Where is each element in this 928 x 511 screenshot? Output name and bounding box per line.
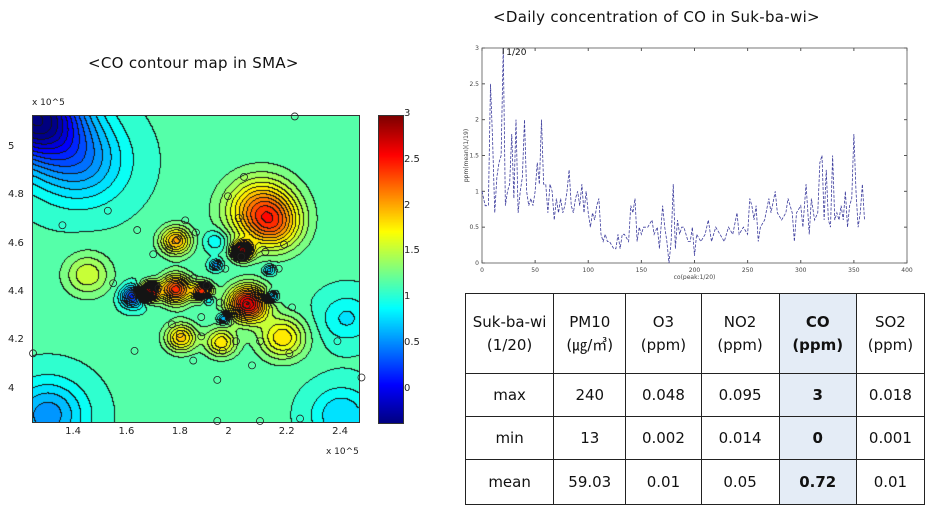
column-header: Suk-ba-wi (1/20) [464, 293, 555, 374]
table-cell: max [464, 373, 555, 417]
x-tick-label: 50 [531, 267, 539, 274]
table-cell: 0.001 [855, 416, 926, 460]
table-cell: 240 [553, 373, 627, 417]
y-tick-label: 0.5 [469, 224, 479, 231]
co-series-line [481, 47, 865, 264]
x-tick-label: 350 [848, 267, 860, 274]
x-tick-label: 0 [480, 267, 484, 274]
x-axis-label: co(peak:1/20) [674, 274, 716, 280]
y-tick-label: 0 [475, 260, 479, 267]
table-cell: 0 [778, 416, 857, 460]
x-tick-label: 2.2 [278, 426, 295, 437]
table-cell: 0.72 [778, 459, 857, 505]
colorbar-tick-label: 2 [404, 199, 411, 211]
table-cell: 0.014 [700, 416, 780, 460]
x-tick-label: 2.4 [332, 426, 349, 437]
line-chart-title: <Daily concentration of CO in Suk-ba-wi> [493, 8, 820, 26]
peak-annotation: 1/20 [506, 48, 526, 58]
daily-co-line-chart: 0 50 100 150 200 250 300 350 400 0 0.5 1 1.5 2 2.5 3 co(… [463, 45, 913, 280]
y-tick-label: 4.4 [8, 285, 24, 297]
colorbar [378, 115, 404, 424]
colorbar-tick-label: 0 [404, 382, 411, 394]
x-multiplier: x 10^5 [326, 447, 359, 457]
co-contour-heatmap [32, 115, 360, 423]
table-cell: 3 [778, 373, 857, 417]
table-cell: min [464, 416, 555, 460]
y-tick-label: 3 [475, 45, 479, 52]
y-tick-label: 2.5 [469, 81, 479, 88]
table-cell: 0.01 [855, 459, 926, 505]
table-cell: 59.03 [553, 459, 627, 505]
x-tick-label: 100 [583, 267, 595, 274]
table-cell: 0.002 [625, 416, 702, 460]
column-header: NO2 (ppm) [700, 293, 780, 374]
x-tick-label: 400 [901, 267, 913, 274]
table-row: max 240 0.048 0.095 3 0.018 [464, 373, 926, 417]
colorbar-tick-label: 0.5 [404, 337, 420, 349]
y-tick-label: 1.5 [469, 153, 479, 160]
column-header: CO (ppm) [778, 293, 857, 374]
table-cell: 0.095 [700, 373, 780, 417]
y-tick-label: 4.8 [8, 189, 24, 201]
y-tick-label: 1 [475, 188, 479, 195]
table-row: min 13 0.002 0.014 0 0.001 [464, 416, 926, 460]
table-cell: 0.01 [625, 459, 702, 505]
colorbar-tick-label: 3 [404, 108, 411, 119]
x-tick-label: 200 [689, 267, 701, 274]
y-axis-label: ppm(mean)(1/19) [463, 129, 470, 182]
x-tick-label: 250 [742, 267, 754, 274]
table-cell: 0.048 [625, 373, 702, 417]
table-cell: 13 [553, 416, 627, 460]
stats-table: Suk-ba-wi (1/20) PM10 (㎍/㎥) O3 (ppm) NO2 (p… [464, 293, 926, 505]
colorbar-tick-label: 1 [404, 291, 411, 303]
x-tick-label: 1.6 [118, 426, 135, 437]
y-multiplier: x 10^5 [32, 98, 65, 108]
colorbar-tick-label: 1.5 [404, 245, 420, 257]
plot-frame [481, 47, 908, 264]
table-header-row: Suk-ba-wi (1/20) PM10 (㎍/㎥) O3 (ppm) NO2 (p… [464, 293, 926, 374]
column-header: PM10 (㎍/㎥) [553, 293, 627, 374]
table-cell: 0.018 [855, 373, 926, 417]
y-tick-label: 5 [8, 140, 15, 152]
x-tick-label: 150 [636, 267, 648, 274]
colorbar-tick-label: 2.5 [404, 153, 420, 165]
x-tick-label: 2 [225, 426, 232, 437]
contour-map-title: <CO contour map in SMA> [88, 54, 299, 72]
y-tick-label: 4 [8, 382, 15, 394]
x-tick-label: 1.8 [171, 426, 188, 437]
column-header: SO2 (ppm) [855, 293, 926, 374]
table-cell: mean [464, 459, 555, 505]
y-tick-label: 4.2 [8, 334, 24, 346]
column-header: O3 (ppm) [625, 293, 702, 374]
x-tick-label: 1.4 [65, 426, 82, 437]
table-row: mean 59.03 0.01 0.05 0.72 0.01 [464, 459, 926, 505]
y-tick-label: 4.6 [8, 237, 24, 249]
y-tick-label: 2 [475, 117, 479, 124]
x-tick-label: 300 [795, 267, 807, 274]
table-cell: 0.05 [700, 459, 780, 505]
